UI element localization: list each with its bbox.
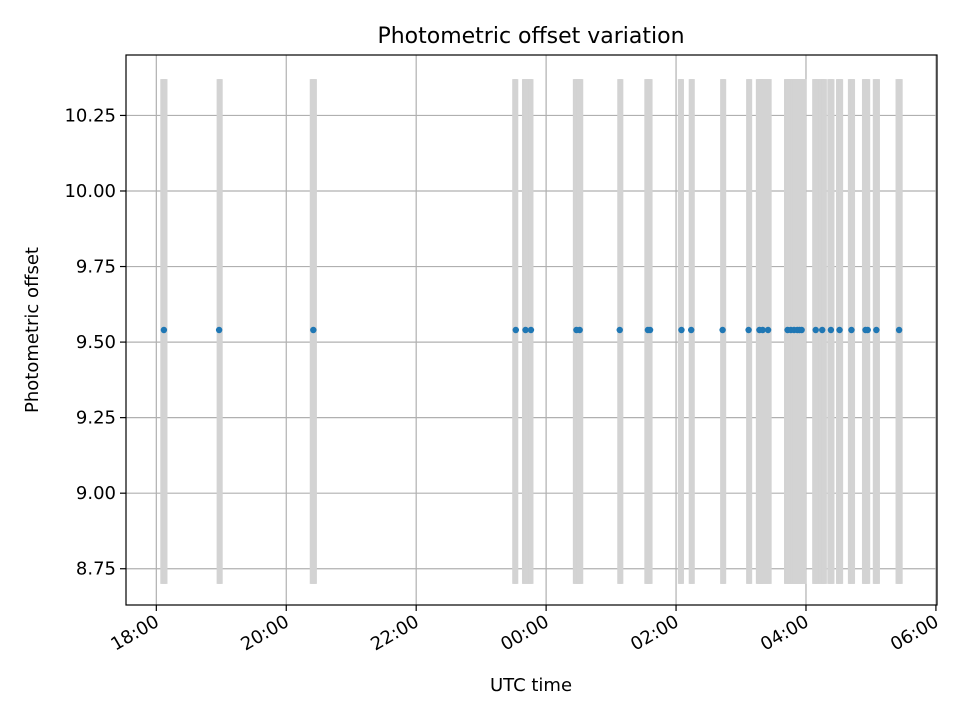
data-point (848, 326, 855, 334)
data-points (160, 326, 903, 334)
chart-title: Photometric offset variation (377, 24, 684, 49)
x-tick-label: 04:00 (757, 611, 812, 655)
data-point (745, 326, 752, 334)
data-point (864, 326, 871, 334)
data-point (215, 326, 223, 334)
data-point (576, 326, 583, 334)
y-tick-label: 9.25 (76, 408, 116, 429)
x-tick-label: 00:00 (497, 611, 552, 655)
data-point (827, 326, 835, 334)
y-tick-label: 8.75 (76, 559, 116, 580)
data-point (812, 326, 819, 334)
plot-frame (125, 54, 938, 606)
x-tick-label: 22:00 (367, 611, 422, 655)
y-tick-label: 10.00 (64, 181, 116, 202)
data-point (646, 326, 654, 334)
y-axis-label: Photometric offset (22, 247, 43, 413)
data-point (819, 326, 826, 334)
x-tick-label: 02:00 (627, 611, 682, 655)
data-point (764, 326, 772, 334)
data-point (522, 326, 529, 334)
data-point (836, 326, 843, 334)
y-tick-label: 9.00 (76, 483, 116, 504)
x-axis-label: UTC time (490, 675, 572, 696)
data-point (310, 326, 317, 334)
data-point (512, 326, 519, 334)
x-tick-label: 06:00 (887, 611, 942, 655)
data-point (688, 326, 695, 334)
y-tick-label: 10.25 (64, 105, 116, 126)
x-tick-label: 20:00 (237, 611, 292, 655)
data-point (873, 326, 880, 334)
x-tick-label: 18:00 (107, 611, 162, 655)
data-point (895, 326, 903, 334)
data-point (678, 326, 685, 334)
data-point (616, 326, 623, 334)
y-tick-label: 9.75 (76, 257, 116, 278)
axis-ticks: 18:00 20:00 22:00 00:00 02:00 04:00 06:00 8.75 9… (64, 105, 942, 655)
data-point (160, 326, 168, 334)
y-tick-label: 9.50 (76, 332, 116, 353)
data-point (527, 326, 535, 334)
data-point (759, 326, 766, 334)
data-point (719, 326, 726, 334)
data-point (798, 326, 805, 334)
